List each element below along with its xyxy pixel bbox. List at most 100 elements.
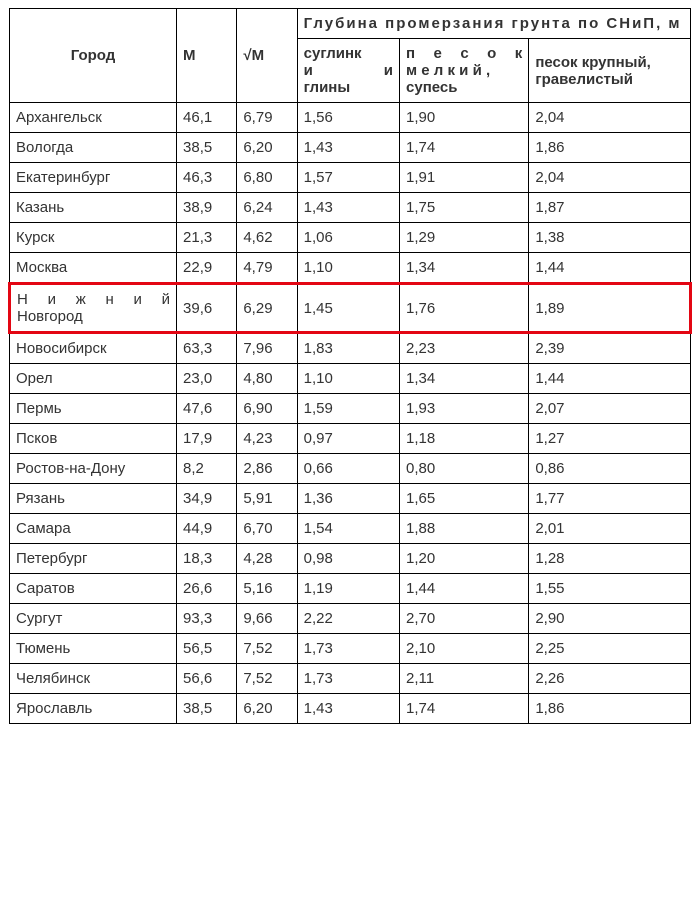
cell-sqrtm: 4,28 — [237, 544, 297, 574]
cell-city: Орел — [10, 364, 177, 394]
cell-sqrtm: 5,91 — [237, 484, 297, 514]
cell-m: 38,9 — [177, 193, 237, 223]
table-row: Челябинск56,67,521,732,112,26 — [10, 664, 691, 694]
cell-d2: 1,74 — [400, 694, 529, 724]
cell-d3: 1,77 — [529, 484, 691, 514]
cell-d2: 1,65 — [400, 484, 529, 514]
table-header: Город М √М Глубина промерзания грунта по… — [10, 9, 691, 103]
cell-m: 38,5 — [177, 133, 237, 163]
table-row: Самара44,96,701,541,882,01 — [10, 514, 691, 544]
cell-city: Саратов — [10, 574, 177, 604]
cell-d2: 1,90 — [400, 103, 529, 133]
cell-d1: 0,97 — [297, 424, 399, 454]
cell-city: Челябинск — [10, 664, 177, 694]
cell-city: Вологда — [10, 133, 177, 163]
cell-d1: 1,57 — [297, 163, 399, 193]
cell-d2: 1,20 — [400, 544, 529, 574]
cell-sqrtm: 5,16 — [237, 574, 297, 604]
cell-d3: 2,04 — [529, 163, 691, 193]
cell-d2: 1,93 — [400, 394, 529, 424]
cell-m: 17,9 — [177, 424, 237, 454]
cell-d3: 1,44 — [529, 253, 691, 284]
cell-city: Рязань — [10, 484, 177, 514]
table-row: Казань38,96,241,431,751,87 — [10, 193, 691, 223]
cell-sqrtm: 6,24 — [237, 193, 297, 223]
cell-d2: 1,76 — [400, 284, 529, 333]
cell-sqrtm: 4,23 — [237, 424, 297, 454]
cell-d3: 2,04 — [529, 103, 691, 133]
cell-d1: 1,59 — [297, 394, 399, 424]
cell-d2: 2,11 — [400, 664, 529, 694]
cell-city: Курск — [10, 223, 177, 253]
cell-sqrtm: 4,80 — [237, 364, 297, 394]
cell-city: Ростов-на-Дону — [10, 454, 177, 484]
cell-m: 26,6 — [177, 574, 237, 604]
cell-city: Архангельск — [10, 103, 177, 133]
cell-d3: 1,28 — [529, 544, 691, 574]
cell-m: 21,3 — [177, 223, 237, 253]
cell-m: 23,0 — [177, 364, 237, 394]
cell-d3: 2,39 — [529, 333, 691, 364]
cell-sqrtm: 6,70 — [237, 514, 297, 544]
header-city: Город — [10, 9, 177, 103]
cell-d1: 1,06 — [297, 223, 399, 253]
cell-sqrtm: 6,29 — [237, 284, 297, 333]
cell-city: Сургут — [10, 604, 177, 634]
cell-sqrtm: 7,52 — [237, 634, 297, 664]
cell-m: 44,9 — [177, 514, 237, 544]
table-row: Н и ж н и йНовгород39,66,291,451,761,89 — [10, 284, 691, 333]
cell-city: Ярославль — [10, 694, 177, 724]
cell-m: 22,9 — [177, 253, 237, 284]
cell-d1: 1,54 — [297, 514, 399, 544]
cell-d3: 1,55 — [529, 574, 691, 604]
cell-d2: 1,34 — [400, 364, 529, 394]
cell-d2: 1,91 — [400, 163, 529, 193]
table-row: Новосибирск63,37,961,832,232,39 — [10, 333, 691, 364]
cell-d1: 1,10 — [297, 253, 399, 284]
cell-sqrtm: 9,66 — [237, 604, 297, 634]
cell-sqrtm: 4,62 — [237, 223, 297, 253]
table-row: Пермь47,66,901,591,932,07 — [10, 394, 691, 424]
cell-d2: 0,80 — [400, 454, 529, 484]
header-col-d2: п е с о к м е л к и й , супесь — [400, 39, 529, 103]
cell-sqrtm: 2,86 — [237, 454, 297, 484]
cell-d1: 1,10 — [297, 364, 399, 394]
cell-d1: 1,56 — [297, 103, 399, 133]
cell-d1: 2,22 — [297, 604, 399, 634]
cell-d3: 2,07 — [529, 394, 691, 424]
cell-d2: 2,70 — [400, 604, 529, 634]
cell-m: 8,2 — [177, 454, 237, 484]
table-row: Москва22,94,791,101,341,44 — [10, 253, 691, 284]
table-row: Орел23,04,801,101,341,44 — [10, 364, 691, 394]
cell-m: 34,9 — [177, 484, 237, 514]
cell-d3: 2,25 — [529, 634, 691, 664]
cell-d1: 1,73 — [297, 664, 399, 694]
table-row: Псков17,94,230,971,181,27 — [10, 424, 691, 454]
cell-sqrtm: 7,52 — [237, 664, 297, 694]
cell-d2: 1,74 — [400, 133, 529, 163]
table-row: Тюмень56,57,521,732,102,25 — [10, 634, 691, 664]
cell-d2: 1,75 — [400, 193, 529, 223]
cell-sqrtm: 4,79 — [237, 253, 297, 284]
cell-m: 47,6 — [177, 394, 237, 424]
cell-sqrtm: 6,90 — [237, 394, 297, 424]
table-row: Архангельск46,16,791,561,902,04 — [10, 103, 691, 133]
cell-sqrtm: 7,96 — [237, 333, 297, 364]
cell-d3: 1,44 — [529, 364, 691, 394]
cell-d3: 2,01 — [529, 514, 691, 544]
cell-d3: 1,86 — [529, 133, 691, 163]
cell-d2: 1,29 — [400, 223, 529, 253]
table-body: Архангельск46,16,791,561,902,04Вологда38… — [10, 103, 691, 724]
table-row: Ярославль38,56,201,431,741,86 — [10, 694, 691, 724]
table-row: Ростов-на-Дону8,22,860,660,800,86 — [10, 454, 691, 484]
cell-m: 18,3 — [177, 544, 237, 574]
cell-d1: 1,73 — [297, 634, 399, 664]
cell-d2: 2,10 — [400, 634, 529, 664]
cell-city: Екатеринбург — [10, 163, 177, 193]
cell-m: 63,3 — [177, 333, 237, 364]
cell-sqrtm: 6,20 — [237, 133, 297, 163]
cell-city: Москва — [10, 253, 177, 284]
frost-depth-table: Город М √М Глубина промерзания грунта по… — [8, 8, 692, 724]
cell-m: 46,3 — [177, 163, 237, 193]
cell-sqrtm: 6,80 — [237, 163, 297, 193]
